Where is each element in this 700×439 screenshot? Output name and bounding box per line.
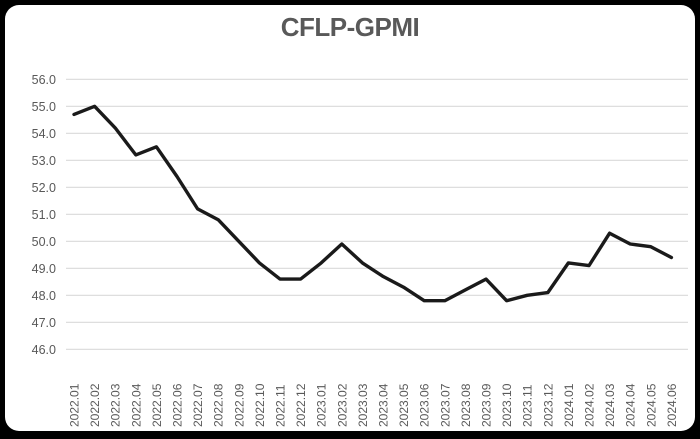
x-tick-label: 2022.10 bbox=[253, 383, 267, 427]
chart-title: CFLP-GPMI bbox=[280, 12, 420, 42]
x-tick-label: 2024.06 bbox=[665, 383, 679, 427]
x-tick-label: 2022.07 bbox=[191, 383, 205, 427]
series-group bbox=[72, 104, 674, 303]
chart-card bbox=[5, 5, 695, 431]
x-tick-label: 2023.08 bbox=[459, 383, 473, 427]
x-tick-label: 2023.01 bbox=[315, 383, 329, 427]
x-tick-label: 2022.02 bbox=[88, 383, 102, 427]
x-tick-label: 2022.08 bbox=[212, 383, 226, 427]
x-tick-label: 2023.05 bbox=[397, 383, 411, 427]
x-tick-label: 2023.11 bbox=[521, 384, 535, 427]
x-tick-label: 2022.04 bbox=[129, 383, 143, 427]
x-tick-label: 2024.02 bbox=[583, 383, 597, 427]
x-tick-label: 2023.09 bbox=[480, 383, 494, 427]
y-tick-label: 51.0 bbox=[32, 208, 56, 222]
x-tick-label: 2022.01 bbox=[68, 383, 82, 427]
gridlines-group bbox=[66, 78, 688, 350]
y-tick-label: 56.0 bbox=[32, 73, 56, 87]
x-tick-label: 2022.05 bbox=[150, 383, 164, 427]
x-tick-label: 2023.03 bbox=[356, 383, 370, 427]
y-tick-label: 46.0 bbox=[32, 343, 56, 357]
x-tick-label: 2024.05 bbox=[644, 383, 658, 427]
y-tick-label: 54.0 bbox=[32, 127, 56, 141]
y-tick-label: 47.0 bbox=[32, 316, 56, 330]
y-tick-label: 49.0 bbox=[32, 262, 56, 276]
x-tick-label: 2023.04 bbox=[377, 383, 391, 427]
x-tick-label: 2022.03 bbox=[109, 383, 123, 427]
x-tick-label: 2023.07 bbox=[438, 383, 452, 427]
series-line bbox=[72, 104, 674, 303]
x-tick-label: 2023.06 bbox=[418, 383, 432, 427]
y-tick-label: 48.0 bbox=[32, 289, 56, 303]
y-axis-labels-group: 56.0 55.0 54.0 53.0 52.0 51.0 50.0 49.0 48.0 47.0… bbox=[32, 73, 56, 357]
y-tick-label: 52.0 bbox=[32, 181, 56, 195]
x-tick-label: 2022.12 bbox=[294, 383, 308, 427]
x-tick-label: 2023.10 bbox=[500, 383, 514, 427]
x-tick-label: 2024.03 bbox=[603, 383, 617, 427]
x-tick-label: 2022.11 bbox=[274, 384, 288, 427]
x-tick-label: 2024.01 bbox=[562, 383, 576, 427]
x-tick-label: 2022.09 bbox=[232, 383, 246, 427]
y-tick-label: 53.0 bbox=[32, 154, 56, 168]
x-tick-label: 2023.02 bbox=[335, 383, 349, 427]
y-tick-label: 55.0 bbox=[32, 100, 56, 114]
x-tick-label: 2024.04 bbox=[624, 383, 638, 427]
x-tick-label: 2023.12 bbox=[541, 383, 555, 427]
x-axis-labels-group: 2022.01 2022.02 2022.03 2022.04 2022.05 2022.… bbox=[68, 383, 679, 427]
x-tick-label: 2022.06 bbox=[171, 383, 185, 427]
y-tick-label: 50.0 bbox=[32, 235, 56, 249]
